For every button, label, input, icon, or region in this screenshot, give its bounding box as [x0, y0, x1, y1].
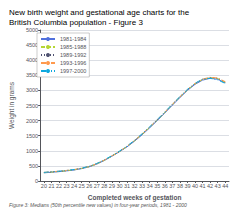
svg-text:39: 39 [184, 183, 190, 189]
svg-text:22: 22 [56, 183, 62, 189]
svg-text:29: 29 [109, 183, 115, 189]
svg-text:Figure 3: Medians (50th percen: Figure 3: Medians (50th percentile new v… [9, 202, 187, 208]
svg-text:1000: 1000 [26, 148, 38, 154]
svg-text:38: 38 [177, 183, 183, 189]
svg-text:1989-1992: 1989-1992 [60, 52, 86, 58]
svg-text:New birth weight and gestation: New birth weight and gestational age cha… [9, 8, 190, 17]
svg-text:4000: 4000 [26, 57, 38, 63]
svg-text:21: 21 [48, 183, 54, 189]
svg-text:26: 26 [86, 183, 92, 189]
svg-text:28: 28 [101, 183, 107, 189]
svg-text:41: 41 [199, 183, 205, 189]
svg-text:Weight in grams: Weight in grams [8, 81, 16, 129]
svg-text:24: 24 [71, 183, 77, 189]
svg-text:43: 43 [215, 183, 221, 189]
svg-text:British Columbia population -: British Columbia population - Figure 3 [9, 18, 143, 27]
svg-text:40: 40 [192, 183, 198, 189]
svg-text:42: 42 [207, 183, 213, 189]
svg-text:1981-1984: 1981-1984 [60, 36, 86, 42]
svg-text:500: 500 [29, 163, 38, 169]
svg-text:36: 36 [162, 183, 168, 189]
svg-text:34: 34 [147, 183, 153, 189]
svg-text:30: 30 [116, 183, 122, 189]
svg-text:23: 23 [64, 183, 70, 189]
svg-text:Completed weeks of gestation: Completed weeks of gestation [87, 193, 182, 201]
svg-text:1985-1988: 1985-1988 [60, 44, 86, 50]
svg-text:1997-2000: 1997-2000 [60, 68, 86, 74]
svg-text:33: 33 [139, 183, 145, 189]
svg-text:37: 37 [169, 183, 175, 189]
svg-text:3000: 3000 [26, 87, 38, 93]
svg-text:1993-1996: 1993-1996 [60, 60, 86, 66]
svg-text:0: 0 [35, 178, 38, 184]
svg-text:44: 44 [222, 183, 228, 189]
svg-text:20: 20 [41, 183, 47, 189]
svg-text:31: 31 [124, 183, 130, 189]
svg-text:4500: 4500 [26, 42, 38, 48]
svg-text:5000: 5000 [26, 27, 38, 33]
svg-text:27: 27 [94, 183, 100, 189]
svg-text:3500: 3500 [26, 72, 38, 78]
svg-text:25: 25 [79, 183, 85, 189]
svg-text:1500: 1500 [26, 133, 38, 139]
svg-text:2000: 2000 [26, 118, 38, 124]
svg-text:32: 32 [132, 183, 138, 189]
svg-text:2500: 2500 [26, 103, 38, 109]
svg-text:35: 35 [154, 183, 160, 189]
